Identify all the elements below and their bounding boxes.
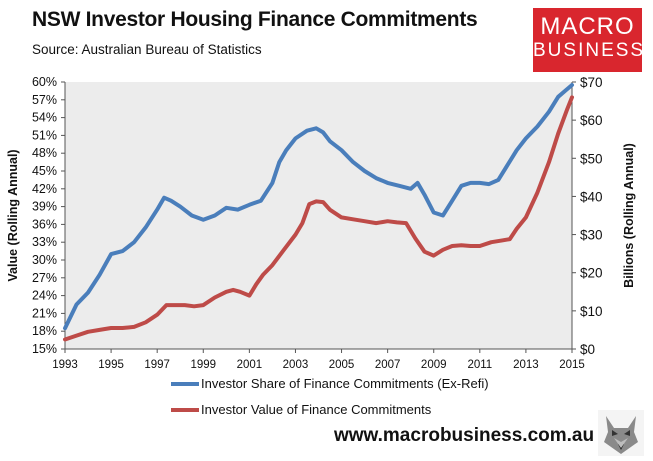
- y-left-tick-label: 18%: [32, 324, 57, 338]
- x-tick-label: 2009: [421, 359, 447, 371]
- y-left-tick-label: 42%: [32, 182, 57, 196]
- series-line-value: [63, 95, 574, 342]
- legend-item-value: Investor Value of Finance Commitments: [171, 402, 431, 417]
- y-right-tick-label: $10: [580, 304, 603, 319]
- y-left-tick-label: 51%: [32, 128, 57, 142]
- chart-title: NSW Investor Housing Finance Commitments: [32, 8, 478, 31]
- y-axis-left-title: Value (Rolling Annual): [6, 149, 20, 281]
- y-right-tick-label: $50: [580, 151, 603, 166]
- y-right-tick-label: $30: [580, 228, 603, 243]
- y-left-tick-label: 33%: [32, 235, 57, 249]
- x-tick-label: 2005: [329, 359, 355, 371]
- y-left-tick-label: 15%: [32, 342, 57, 356]
- website-link[interactable]: www.macrobusiness.com.au: [334, 425, 595, 446]
- x-tick-label: 1993: [52, 359, 78, 371]
- x-tick-label: 2007: [375, 359, 401, 371]
- x-tick-label: 1997: [144, 359, 170, 371]
- y-right-tick-label: $70: [580, 75, 603, 90]
- legend-swatch-share: [171, 381, 199, 386]
- x-tick-label: 2003: [283, 359, 309, 371]
- legend-label-value: Investor Value of Finance Commitments: [201, 402, 432, 417]
- y-right-tick-label: $20: [580, 266, 603, 281]
- y-left-tick-label: 57%: [32, 93, 57, 107]
- x-tick-label: 2011: [467, 359, 492, 371]
- x-tick-label: 1995: [98, 359, 124, 371]
- y-left-tick-label: 45%: [32, 164, 57, 178]
- y-left-tick-label: 27%: [32, 271, 57, 285]
- y-left-tick-label: 60%: [32, 75, 57, 89]
- y-axis-right-title: Billions (Rolling Annual): [622, 143, 636, 288]
- plot-area: [65, 82, 572, 349]
- x-tick-label: 2013: [513, 359, 539, 371]
- x-tick-label: 2015: [559, 359, 585, 371]
- y-right-tick-label: $60: [580, 113, 603, 128]
- x-tick-label: 1999: [190, 359, 216, 371]
- legend-label-share: Investor Share of Finance Commitments (E…: [201, 376, 489, 391]
- y-left-tick-label: 54%: [32, 111, 57, 125]
- y-left-tick-label: 36%: [32, 217, 57, 231]
- y-left-tick-label: 48%: [32, 146, 57, 160]
- legend-swatch-value: [171, 407, 199, 412]
- y-right-tick-label: $0: [580, 342, 595, 357]
- wolf-mascot-icon: [598, 410, 644, 456]
- legend-item-share: Investor Share of Finance Commitments (E…: [171, 376, 489, 391]
- logo-line2: BUSINESS: [533, 40, 646, 61]
- series-line-share: [63, 83, 574, 331]
- y-right-tick-label: $40: [580, 189, 603, 204]
- logo-line1: MACRO: [540, 13, 635, 40]
- y-left-tick-label: 21%: [32, 306, 57, 320]
- x-tick-label: 2001: [237, 359, 263, 371]
- y-left-tick-label: 24%: [32, 289, 57, 303]
- macrobusiness-logo[interactable]: MACRO BUSINESS: [533, 8, 646, 72]
- y-left-tick-label: 39%: [32, 200, 57, 214]
- y-left-tick-label: 30%: [32, 253, 57, 267]
- chart-source: Source: Australian Bureau of Statistics: [32, 42, 262, 57]
